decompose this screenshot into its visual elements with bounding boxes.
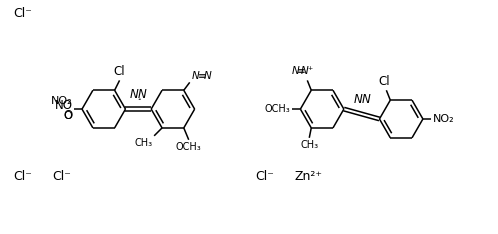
Text: ≡: ≡ <box>198 71 206 81</box>
Text: O: O <box>63 111 72 121</box>
Text: Cl: Cl <box>114 66 125 78</box>
Text: OCH₃: OCH₃ <box>265 104 290 114</box>
Text: Zn²⁺: Zn²⁺ <box>294 170 322 183</box>
Text: O: O <box>64 109 73 121</box>
Text: NO₂: NO₂ <box>433 114 454 124</box>
Text: ≡: ≡ <box>297 66 306 77</box>
Text: N: N <box>291 66 299 77</box>
Text: N: N <box>130 88 139 101</box>
Text: N: N <box>192 71 199 81</box>
Text: Cl: Cl <box>378 75 390 88</box>
Text: Cl⁻: Cl⁻ <box>52 170 71 183</box>
Text: CH₃: CH₃ <box>300 140 318 150</box>
Text: NO: NO <box>55 99 73 112</box>
Text: N⁺: N⁺ <box>301 66 314 77</box>
Text: OCH₃: OCH₃ <box>176 142 202 152</box>
Text: N: N <box>361 93 370 106</box>
Text: Cl⁻: Cl⁻ <box>13 170 32 183</box>
Text: NO₂: NO₂ <box>50 96 72 106</box>
Text: N: N <box>204 71 211 81</box>
Text: N: N <box>353 93 362 106</box>
Text: N: N <box>138 88 146 101</box>
Text: CH₃: CH₃ <box>134 138 152 148</box>
Text: Cl⁻: Cl⁻ <box>255 170 274 183</box>
Text: Cl⁻: Cl⁻ <box>13 7 32 20</box>
